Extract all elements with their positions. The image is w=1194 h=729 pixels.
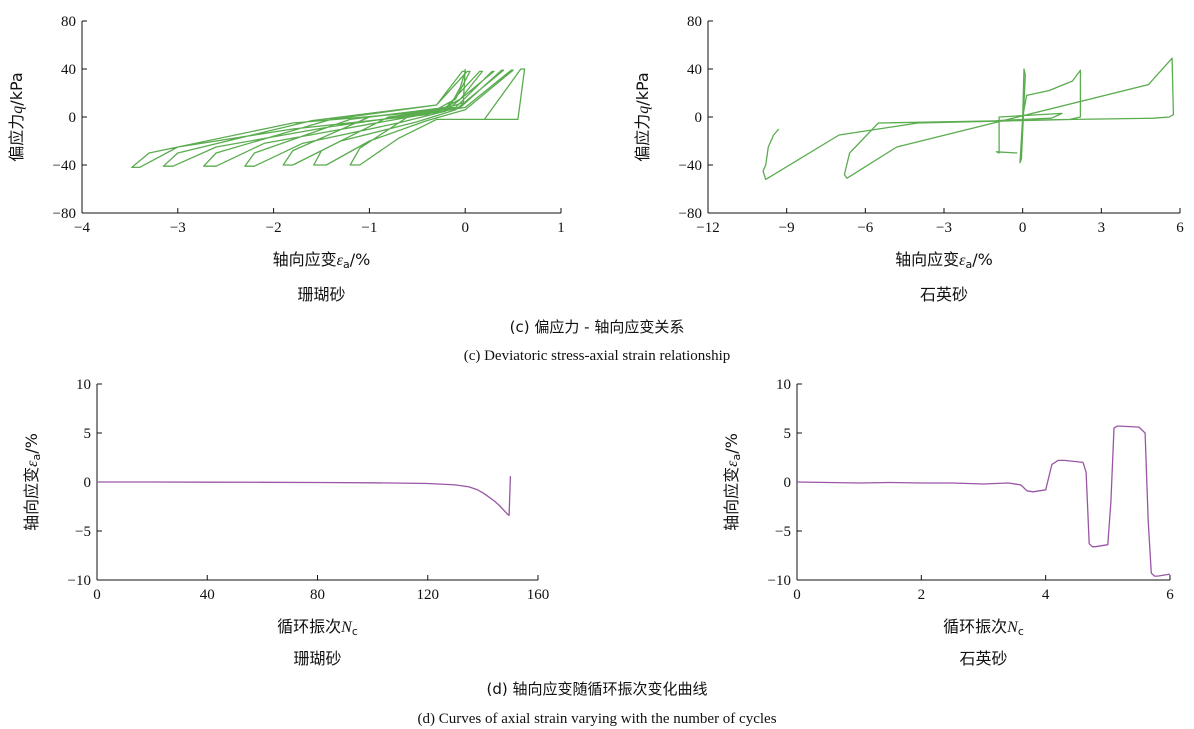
x-tick-label: 4 — [1042, 587, 1050, 603]
x-tick-label: −1 — [361, 220, 377, 236]
x-tick-label: 6 — [1166, 587, 1174, 603]
y-tick-label: −10 — [68, 573, 91, 589]
chart-subtitle: 珊瑚砂 — [297, 285, 345, 304]
chart-quartz-strain-cycles: 0 2 4 6 −10 −5 0 5 10 循环振次Nc 轴向应变εa/% 石英砂 — [722, 377, 1174, 668]
y-tick-label: −5 — [775, 524, 791, 540]
chart-subtitle: 石英砂 — [920, 285, 968, 304]
x-tick-label: 0 — [1019, 220, 1027, 236]
y-tick-label: 80 — [61, 14, 76, 30]
x-tick-label: 0 — [461, 220, 469, 236]
y-tick-label: −40 — [53, 158, 76, 174]
x-tick-label: 120 — [417, 587, 440, 603]
y-tick-label: −80 — [53, 206, 76, 222]
caption-d-cn: (d) 轴向应变随循环振次变化曲线 — [487, 680, 708, 698]
caption-c-cn: (c) 偏应力 - 轴向应变关系 — [510, 318, 685, 336]
y-tick-label: 0 — [69, 110, 77, 126]
series-line-0 — [762, 57, 1175, 181]
y-tick-label: 0 — [784, 475, 792, 491]
y-tick-label: −5 — [75, 524, 91, 540]
y-axis-label: 轴向应变εa/% — [722, 433, 743, 531]
y-tick-label: −40 — [679, 158, 702, 174]
x-tick-label: −9 — [779, 220, 795, 236]
y-axis-label: 轴向应变εa/% — [22, 433, 43, 531]
x-tick-label: 160 — [527, 587, 550, 603]
y-tick-label: 5 — [784, 426, 792, 442]
chart-coral-strain-cycles: 0 40 80 120 160 −10 −5 0 5 10 循环振次Nc 轴向应变εa/% 珊瑚砂 — [22, 377, 549, 668]
series-line-0 — [797, 425, 1171, 577]
x-tick-label: −6 — [857, 220, 873, 236]
x-axis-label: 循环振次Nc — [943, 617, 1024, 638]
y-tick-label: −80 — [679, 206, 702, 222]
y-tick-label: 10 — [76, 377, 91, 393]
y-tick-label: 80 — [687, 14, 702, 30]
x-tick-label: 0 — [793, 587, 801, 603]
chart-subtitle: 珊瑚砂 — [293, 649, 341, 668]
caption-c-en: (c) Deviatoric stress-axial strain relat… — [464, 348, 731, 364]
chart-quartz-stress-strain: −12 −9 −6 −3 0 3 6 −80 −40 0 40 80 轴向应变εa/% 偏应力q/kPa 石… — [633, 14, 1184, 304]
y-tick-label: 40 — [687, 62, 702, 78]
x-tick-label: −4 — [74, 220, 90, 236]
series-line-1 — [995, 112, 1063, 154]
chart-coral-stress-strain: −4 −3 −2 −1 0 1 −80 −40 0 40 80 轴向应变εa/% 偏应力q/kPa 珊瑚砂 — [7, 14, 565, 304]
x-axis-label: 轴向应变εa/% — [895, 250, 993, 271]
y-tick-label: 5 — [84, 426, 92, 442]
x-tick-label: 40 — [200, 587, 215, 603]
y-tick-label: 0 — [695, 110, 703, 126]
x-tick-label: 2 — [918, 587, 926, 603]
x-tick-label: 0 — [93, 587, 101, 603]
y-axis-label: 偏应力q/kPa — [633, 72, 652, 161]
x-tick-label: −3 — [936, 220, 952, 236]
series-line-0 — [97, 476, 512, 516]
x-tick-label: 1 — [557, 220, 565, 236]
x-tick-label: −2 — [266, 220, 282, 236]
y-tick-label: 10 — [776, 377, 791, 393]
x-axis-label: 轴向应变εa/% — [273, 250, 371, 271]
chart-subtitle: 石英砂 — [959, 649, 1007, 668]
x-tick-label: 6 — [1176, 220, 1184, 236]
y-tick-label: 0 — [84, 475, 92, 491]
caption-d-en: (d) Curves of axial strain varying with … — [417, 711, 776, 727]
x-tick-label: 80 — [310, 587, 325, 603]
y-tick-label: −10 — [768, 573, 791, 589]
y-tick-label: 40 — [61, 62, 76, 78]
x-axis-label: 循环振次Nc — [277, 617, 358, 638]
series-line-0 — [131, 68, 526, 169]
y-axis-label: 偏应力q/kPa — [7, 72, 26, 161]
x-tick-label: −3 — [170, 220, 186, 236]
x-tick-label: 3 — [1098, 220, 1106, 236]
x-tick-label: −12 — [696, 220, 719, 236]
